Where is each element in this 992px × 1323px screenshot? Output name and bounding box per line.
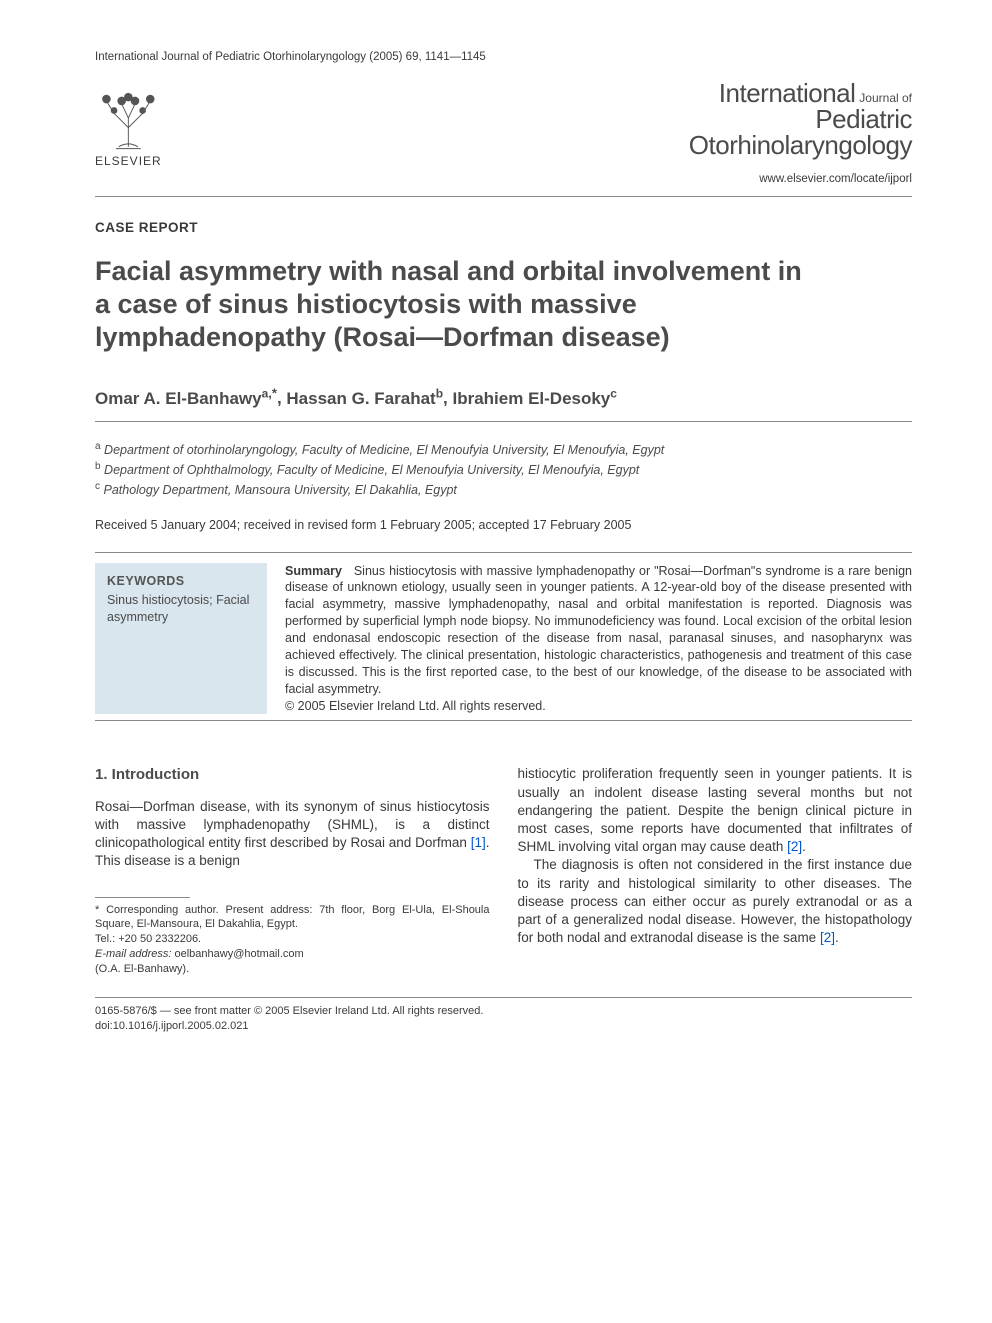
summary-copyright: © 2005 Elsevier Ireland Ltd. All rights … <box>285 698 912 715</box>
keywords-text: Sinus histiocytosis; Facial asymmetry <box>107 592 255 626</box>
ref-link-1[interactable]: [1] <box>471 835 486 850</box>
article-dates: Received 5 January 2004; received in rev… <box>95 517 912 534</box>
body-columns: 1. Introduction Rosai—Dorfman disease, w… <box>95 765 912 976</box>
header-row: ELSEVIER International Journal of Pediat… <box>95 80 912 188</box>
journal-line2: Pediatric <box>689 106 912 132</box>
affiliation-b: b Department of Ophthalmology, Faculty o… <box>95 460 912 479</box>
footnote-rule <box>95 897 190 898</box>
author-rule <box>95 421 912 422</box>
abstract-top-rule <box>95 552 912 553</box>
abstract-row: KEYWORDS Sinus histiocytosis; Facial asy… <box>95 563 912 715</box>
affiliation-c: c Pathology Department, Mansoura Univers… <box>95 480 912 499</box>
email-author: (O.A. El-Banhawy). <box>95 962 490 977</box>
author-1: Omar A. El-Banhawya,* <box>95 389 277 408</box>
email-address[interactable]: oelbanhawy@hotmail.com <box>174 948 303 960</box>
authors-line: Omar A. El-Banhawya,*, Hassan G. Farahat… <box>95 384 912 411</box>
elsevier-logo: ELSEVIER <box>95 80 162 170</box>
elsevier-tree-icon <box>95 80 162 151</box>
footer-copyright: 0165-5876/$ — see front matter © 2005 El… <box>95 1004 912 1019</box>
intro-para-2: histiocytic proliferation frequently see… <box>518 765 913 856</box>
journal-title-block: International Journal of Pediatric Otorh… <box>689 80 912 188</box>
corresponding-footnote: * Corresponding author. Present address:… <box>95 903 490 977</box>
email-label: E-mail address: <box>95 948 171 960</box>
corresponding-address: * Corresponding author. Present address:… <box>95 903 490 933</box>
header-rule <box>95 196 912 197</box>
summary-body: Sinus histiocytosis with massive lymphad… <box>285 564 912 696</box>
ref-link-2a[interactable]: [2] <box>787 839 802 854</box>
article-type: CASE REPORT <box>95 219 912 237</box>
journal-url[interactable]: www.elsevier.com/locate/ijporl <box>689 172 912 188</box>
summary: Summary Sinus histiocytosis with massive… <box>285 563 912 715</box>
corresponding-tel: Tel.: +20 50 2332206. <box>95 932 490 947</box>
keywords-box: KEYWORDS Sinus histiocytosis; Facial asy… <box>95 563 267 715</box>
journal-line3: Otorhinolaryngology <box>689 132 912 158</box>
publisher-name: ELSEVIER <box>95 153 162 169</box>
journal-line1-suffix: Journal of <box>859 91 912 105</box>
corresponding-email-line: E-mail address: oelbanhawy@hotmail.com <box>95 947 490 962</box>
column-left: 1. Introduction Rosai—Dorfman disease, w… <box>95 765 490 976</box>
keywords-label: KEYWORDS <box>107 573 255 590</box>
summary-label: Summary <box>285 564 342 578</box>
intro-para-3: The diagnosis is often not considered in… <box>518 856 913 947</box>
author-2: Hassan G. Farahatb <box>286 389 443 408</box>
journal-line1: International <box>719 78 856 108</box>
author-3: Ibrahiem El-Desokyc <box>452 389 616 408</box>
footer-rule <box>95 997 912 998</box>
running-header: International Journal of Pediatric Otorh… <box>95 50 912 66</box>
affiliations: a Department of otorhinolaryngology, Fac… <box>95 440 912 499</box>
footer-doi: doi:10.1016/j.ijporl.2005.02.021 <box>95 1019 912 1034</box>
column-right: histiocytic proliferation frequently see… <box>518 765 913 976</box>
article-title: Facial asymmetry with nasal and orbital … <box>95 255 815 354</box>
publisher-block: ELSEVIER <box>95 80 162 170</box>
ref-link-2b[interactable]: [2] <box>820 930 835 945</box>
intro-para-1: Rosai—Dorfman disease, with its synonym … <box>95 798 490 871</box>
affiliation-a: a Department of otorhinolaryngology, Fac… <box>95 440 912 459</box>
section-1-heading: 1. Introduction <box>95 765 490 785</box>
abstract-bottom-rule <box>95 720 912 721</box>
